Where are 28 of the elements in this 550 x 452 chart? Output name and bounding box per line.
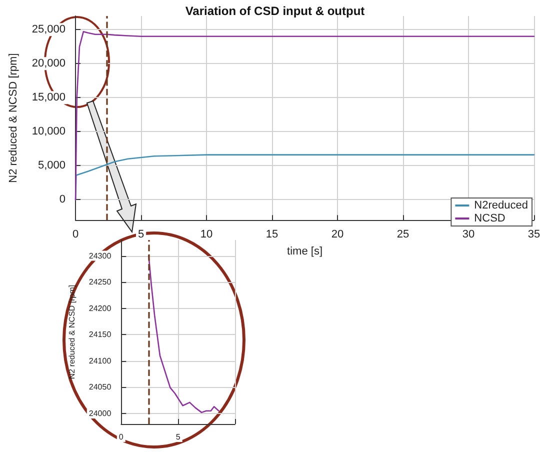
y-axis-title: N2 reduced & NCSD [rpm] (8, 53, 20, 183)
y-tick-label: 24150 (88, 330, 112, 340)
y-tick-label: 25,000 (32, 24, 66, 36)
x-tick-label: 10 (200, 228, 213, 241)
y-tick-label: 10,000 (32, 126, 66, 138)
x-tick-label: 15 (266, 228, 278, 241)
x-axis-title: time [s] (287, 246, 322, 258)
legend-label: NCSD (474, 212, 506, 224)
y-tick-label: 5,000 (38, 160, 66, 172)
y-tick-label: 0 (59, 194, 66, 206)
y-tick-label: 24200 (88, 304, 112, 313)
y-tick-label: 24250 (88, 278, 112, 287)
x-tick-label: 5 (176, 432, 181, 442)
x-tick-label: 35 (528, 228, 540, 241)
x-tick-label: 0 (72, 228, 79, 241)
x-tick-label: 30 (462, 228, 475, 241)
legend-label: N2reduced (474, 200, 528, 212)
chart-title: Variation of CSD input & output (185, 4, 365, 18)
y-axis-title: N2 reduced & NCSD [rpm] (68, 284, 76, 380)
x-tick-label: 20 (331, 228, 344, 241)
x-tick-label: 5 (138, 228, 144, 241)
y-tick-label: 24050 (88, 382, 112, 392)
y-tick-label: 24000 (88, 408, 112, 418)
y-tick-label: 15,000 (32, 92, 66, 104)
y-tick-label: 24100 (88, 356, 112, 366)
x-tick-label: 25 (396, 228, 410, 241)
y-tick-label: 24300 (88, 251, 112, 260)
y-tick-label: 20,000 (32, 58, 66, 70)
